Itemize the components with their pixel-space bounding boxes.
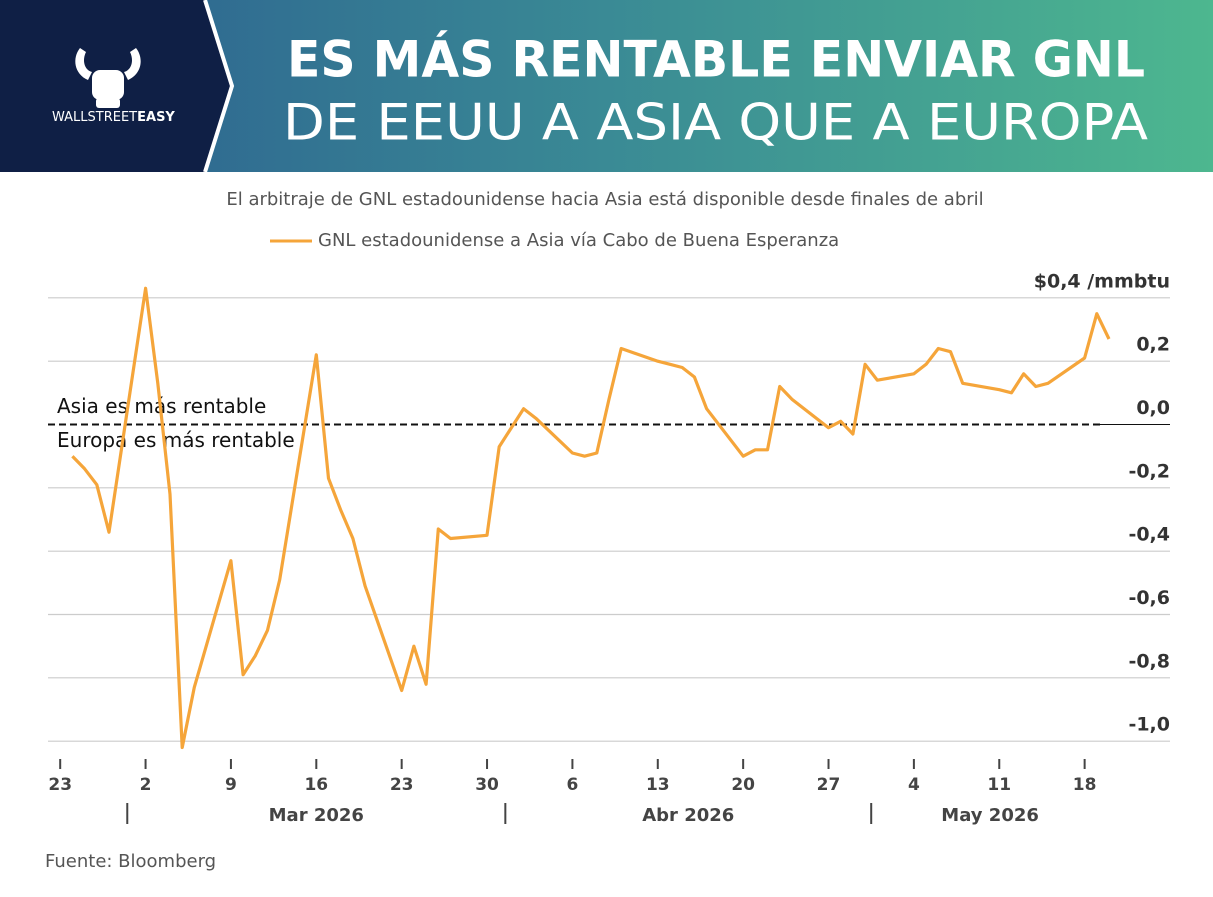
y-tick-label: -0,8 xyxy=(1128,650,1170,672)
x-tick-label: 23 xyxy=(390,775,414,795)
y-tick-label: -0,2 xyxy=(1128,460,1170,482)
x-tick-label: 30 xyxy=(475,775,499,795)
plot: $0,4 /mmbtu0,20,0-0,2-0,4-0,6-0,8-1,0Asi… xyxy=(48,270,1170,826)
series-line xyxy=(71,286,1111,750)
month-label: Abr 2026 xyxy=(642,805,734,826)
y-tick-label: -1,0 xyxy=(1128,714,1170,736)
annotation: Europa es más rentable xyxy=(57,428,295,452)
x-tick-label: 20 xyxy=(731,775,755,795)
logo-icon xyxy=(75,48,141,108)
chevron xyxy=(203,0,235,173)
logo-light: WALLSTREET xyxy=(52,110,137,125)
y-tick-label: $0,4 /mmbtu xyxy=(1034,270,1170,292)
source: Fuente: Bloomberg xyxy=(45,851,216,872)
x-tick-label: 23 xyxy=(48,775,72,795)
month-label: Mar 2026 xyxy=(269,805,364,826)
x-tick-label: 18 xyxy=(1073,775,1097,795)
legend-label: GNL estadounidense a Asia vía Cabo de Bu… xyxy=(318,230,839,251)
x-tick-label: 2 xyxy=(140,775,152,795)
y-tick-label: -0,6 xyxy=(1128,587,1170,609)
x-tick-label: 9 xyxy=(225,775,237,795)
logo-text: WALLSTREETEASY xyxy=(52,110,175,125)
x-tick-label: 11 xyxy=(987,775,1011,795)
subtitle: El arbitraje de GNL estadounidense hacia… xyxy=(226,189,983,210)
title-line-2: DE EEUU A ASIA QUE A EUROPA xyxy=(283,94,1148,152)
x-tick-label: 6 xyxy=(566,775,578,795)
month-label: May 2026 xyxy=(941,805,1039,826)
y-tick-label: 0,2 xyxy=(1136,334,1170,356)
title-line-1: ES MÁS RENTABLE ENVIAR GNL xyxy=(287,30,1145,89)
x-tick-label: 4 xyxy=(908,775,920,795)
logo-bold: EASY xyxy=(137,110,175,125)
x-tick-label: 13 xyxy=(646,775,670,795)
y-tick-label: 0,0 xyxy=(1136,397,1170,419)
x-tick-label: 27 xyxy=(817,775,841,795)
y-tick-label: -0,4 xyxy=(1128,524,1170,546)
x-tick-label: 16 xyxy=(304,775,328,795)
